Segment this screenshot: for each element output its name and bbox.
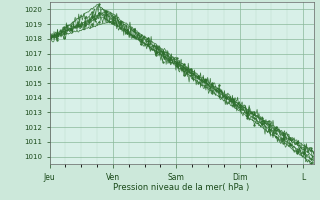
- X-axis label: Pression niveau de la mer( hPa ): Pression niveau de la mer( hPa ): [114, 183, 250, 192]
